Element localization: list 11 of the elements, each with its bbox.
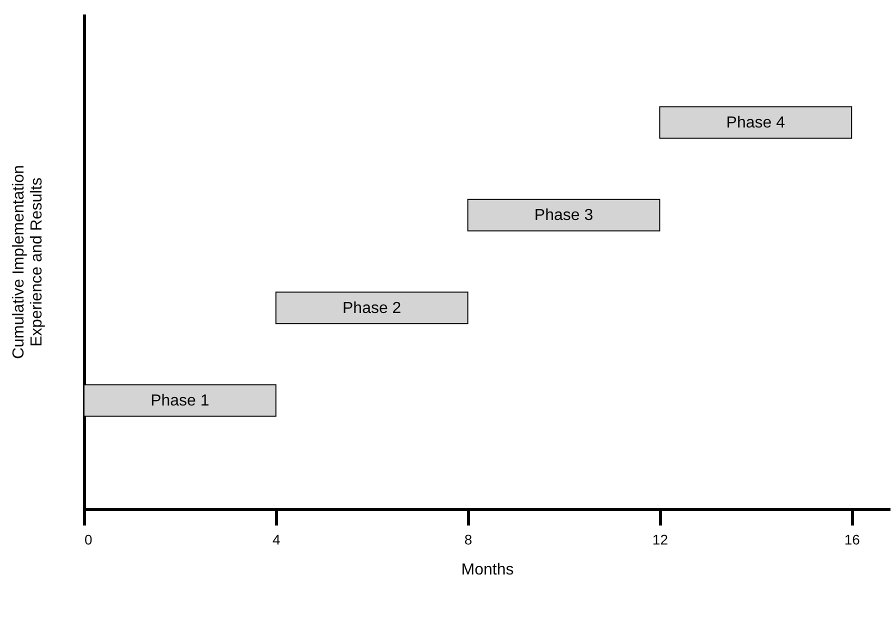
y-tick-label: Phase 1 xyxy=(150,392,210,410)
x-tick-label: 8 xyxy=(464,532,472,548)
x-axis-title: Months xyxy=(461,562,514,578)
x-tick-label: 4 xyxy=(272,532,281,548)
y-tick-label: Phase 4 xyxy=(726,114,786,132)
x-tick-label: 16 xyxy=(844,532,860,548)
y-axis-title: Cumulative Implementation Experience and Results xyxy=(10,165,46,359)
y-tick-label: Phase 2 xyxy=(342,300,402,317)
x-tick-label: 12 xyxy=(652,532,668,548)
x-tick-label: 0 xyxy=(84,532,92,548)
y-tick-label: Phase 3 xyxy=(534,207,594,224)
